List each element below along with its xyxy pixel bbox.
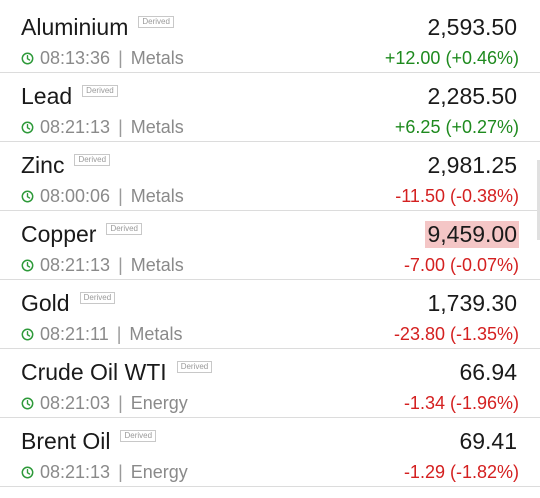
derived-badge: Derived — [138, 16, 174, 28]
commodity-category: Metals — [131, 186, 184, 207]
commodity-category: Metals — [129, 324, 182, 345]
commodity-meta: 08:00:06 | Metals — [21, 186, 184, 207]
commodity-row[interactable]: Gold Derived 08:21:11 | Metals 1,739.30 … — [0, 280, 540, 349]
commodity-name: Gold Derived — [21, 290, 115, 317]
price-change: -23.80 (-1.35%) — [394, 324, 519, 345]
last-price: 2,593.50 — [425, 14, 519, 41]
last-price: 2,285.50 — [425, 83, 519, 110]
derived-badge: Derived — [82, 85, 118, 97]
commodity-name: Brent Oil Derived — [21, 428, 156, 455]
update-time: 08:21:03 — [40, 393, 110, 414]
derived-badge: Derived — [80, 292, 116, 304]
update-time: 08:21:13 — [40, 255, 110, 276]
commodity-meta: 08:21:13 | Metals — [21, 255, 184, 276]
commodity-category: Metals — [131, 117, 184, 138]
separator: | — [118, 48, 123, 69]
separator: | — [118, 393, 123, 414]
commodity-row[interactable]: Lead Derived 08:21:13 | Metals 2,285.50 … — [0, 73, 540, 142]
last-price: 9,459.00 — [425, 221, 519, 248]
commodity-category: Energy — [131, 393, 188, 414]
commodity-name: Crude Oil WTI Derived — [21, 359, 212, 386]
price-change: +12.00 (+0.46%) — [385, 48, 519, 69]
separator: | — [118, 462, 123, 483]
commodity-name-text: Aluminium — [21, 14, 128, 41]
commodity-category: Metals — [131, 48, 184, 69]
commodity-name-text: Gold — [21, 290, 70, 317]
separator: | — [118, 117, 123, 138]
commodity-meta: 08:13:36 | Metals — [21, 48, 184, 69]
derived-badge: Derived — [74, 154, 110, 166]
price-change: +6.25 (+0.27%) — [395, 117, 519, 138]
price-change: -1.29 (-1.82%) — [404, 462, 519, 483]
commodity-row[interactable]: Zinc Derived 08:00:06 | Metals 2,981.25 … — [0, 142, 540, 211]
commodity-name-text: Lead — [21, 83, 72, 110]
price-change: -7.00 (-0.07%) — [404, 255, 519, 276]
separator: | — [118, 186, 123, 207]
price-change: -1.34 (-1.96%) — [404, 393, 519, 414]
update-time: 08:13:36 — [40, 48, 110, 69]
last-price: 69.41 — [457, 428, 519, 455]
commodity-name-text: Brent Oil — [21, 428, 110, 455]
commodity-meta: 08:21:11 | Metals — [21, 324, 182, 345]
commodity-meta: 08:21:13 | Metals — [21, 117, 184, 138]
commodity-name: Copper Derived — [21, 221, 142, 248]
separator: | — [118, 255, 123, 276]
commodity-meta: 08:21:03 | Energy — [21, 393, 188, 414]
commodity-category: Metals — [131, 255, 184, 276]
commodity-name: Zinc Derived — [21, 152, 110, 179]
commodity-category: Energy — [131, 462, 188, 483]
price-change: -11.50 (-0.38%) — [395, 186, 519, 207]
clock-icon — [21, 121, 34, 134]
commodity-row[interactable]: Aluminium Derived 08:13:36 | Metals 2,59… — [0, 0, 540, 73]
derived-badge: Derived — [106, 223, 142, 235]
update-time: 08:21:11 — [40, 324, 109, 345]
commodity-name: Aluminium Derived — [21, 14, 174, 41]
derived-badge: Derived — [177, 361, 213, 373]
clock-icon — [21, 190, 34, 203]
clock-icon — [21, 52, 34, 65]
commodity-row[interactable]: Brent Oil Derived 08:21:13 | Energy 69.4… — [0, 418, 540, 487]
update-time: 08:21:13 — [40, 462, 110, 483]
last-price: 1,739.30 — [425, 290, 519, 317]
commodity-row[interactable]: Copper Derived 08:21:13 | Metals 9,459.0… — [0, 211, 540, 280]
last-price: 66.94 — [457, 359, 519, 386]
update-time: 08:00:06 — [40, 186, 110, 207]
commodity-name-text: Zinc — [21, 152, 64, 179]
commodity-name-text: Copper — [21, 221, 96, 248]
clock-icon — [21, 328, 34, 341]
commodity-meta: 08:21:13 | Energy — [21, 462, 188, 483]
commodities-list: Aluminium Derived 08:13:36 | Metals 2,59… — [0, 0, 540, 487]
derived-badge: Derived — [120, 430, 156, 442]
update-time: 08:21:13 — [40, 117, 110, 138]
separator: | — [117, 324, 122, 345]
clock-icon — [21, 259, 34, 272]
commodity-name-text: Crude Oil WTI — [21, 359, 167, 386]
commodity-name: Lead Derived — [21, 83, 118, 110]
clock-icon — [21, 466, 34, 479]
last-price: 2,981.25 — [425, 152, 519, 179]
commodity-row[interactable]: Crude Oil WTI Derived 08:21:03 | Energy … — [0, 349, 540, 418]
clock-icon — [21, 397, 34, 410]
